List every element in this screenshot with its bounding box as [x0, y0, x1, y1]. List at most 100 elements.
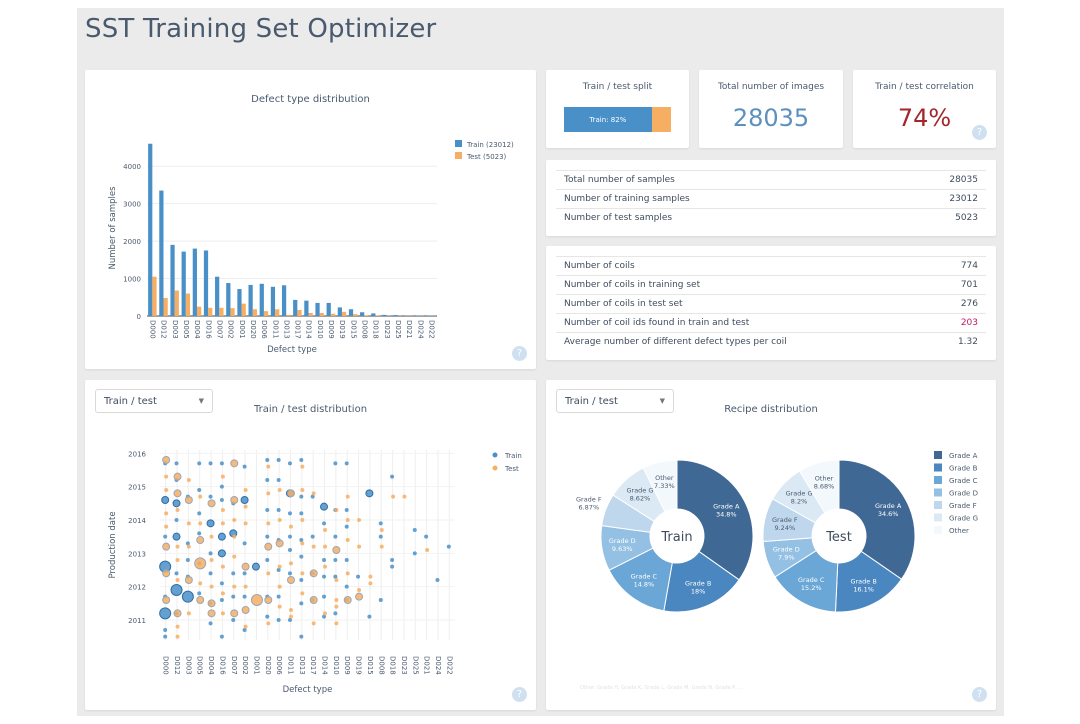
scatter-point-train [378, 521, 383, 526]
scatter-point-train [197, 488, 202, 492]
scatter-point-train [299, 601, 304, 606]
page-title: SST Training Set Optimizer [85, 14, 437, 44]
x-tick-label: D007 [216, 320, 224, 339]
scatter-point-train [412, 551, 417, 556]
x-tick-label: D004 [193, 320, 201, 339]
slice-label-value: 18% [691, 587, 705, 595]
slice-label-value: 6.87% [578, 503, 599, 511]
slice-label-value: 8.68% [814, 483, 835, 491]
scatter-point-test [162, 456, 171, 464]
scatter-point-test [220, 611, 225, 616]
split-bar: Train: 82% [564, 107, 671, 132]
scatter-point-test [266, 521, 271, 526]
legend-label: Grade A [949, 452, 978, 460]
recipe-view-dropdown[interactable]: Train / test ▼ [556, 389, 674, 413]
row-value: 5023 [955, 213, 978, 223]
scatter-point-test [220, 564, 225, 569]
scatter-point-test [175, 578, 180, 582]
legend-swatch [934, 451, 942, 459]
slice-label-name: Grade A [875, 502, 902, 510]
scatter-point-train [242, 571, 247, 576]
x-tick-label: D002 [227, 320, 235, 339]
x-tick-label: D023 [400, 656, 408, 675]
slice-label-name: Other [655, 474, 674, 482]
scatter-point-test [173, 472, 182, 481]
scatter-point-test [164, 474, 169, 479]
scatter-point-train [310, 494, 315, 499]
scatter-point-train [344, 558, 349, 562]
slice-label-value: 15.2% [801, 584, 822, 592]
y-axis-title: Production date [108, 511, 118, 578]
scatter-point-test [207, 499, 216, 508]
bar-test-D015 [353, 314, 358, 316]
scatter-point-train [208, 461, 213, 466]
x-tick-label: D006 [275, 656, 283, 675]
scatter-point-test [173, 609, 182, 618]
scatter-point-test [196, 596, 205, 604]
x-tick-label: D022 [445, 656, 453, 675]
scatter-point-test [198, 521, 203, 526]
scatter-point-train [185, 558, 190, 562]
scatter-point-train [299, 554, 304, 559]
train-test-distribution-card: Train / test ▼ Train / test distribution… [85, 380, 536, 710]
slice-label-name: Grade B [685, 579, 711, 587]
scatter-point-train [265, 478, 270, 482]
scatter-point-train [163, 634, 168, 639]
scatter-point-test [232, 534, 237, 539]
help-icon[interactable]: ? [972, 687, 987, 702]
scatter-point-train [276, 568, 281, 572]
scatter-point-test [311, 621, 316, 626]
scatter-point-train [287, 534, 292, 539]
scatter-point-test [209, 558, 214, 562]
scatter-point-test [173, 489, 182, 498]
correlation-card: Train / test correlation 74% ? [853, 70, 996, 148]
x-tick-label: D024 [434, 656, 442, 675]
bar-test-D014 [308, 313, 313, 316]
scatter-view-dropdown[interactable]: Train / test ▼ [95, 389, 213, 413]
scatter-point-train [287, 618, 292, 622]
x-tick-label: D007 [230, 656, 238, 675]
scatter-point-test [243, 624, 248, 629]
scatter-point-test [288, 524, 293, 529]
x-tick-label: D017 [294, 320, 302, 339]
scatter-point-train [344, 508, 349, 512]
help-icon[interactable]: ? [512, 687, 527, 702]
scatter-point-test [220, 508, 225, 512]
bar-train-D021 [404, 315, 409, 316]
scatter-point-test [220, 474, 225, 479]
slice-label-name: Grade C [798, 576, 825, 584]
y-tick-label: 1000 [123, 276, 141, 284]
slice-label-name: Grade C [631, 573, 658, 581]
y-axis-title: Number of samples [108, 186, 118, 270]
slice-label: Grade G8.62% [626, 487, 653, 503]
legend-label: Grade B [949, 465, 978, 473]
scatter-point-test [243, 504, 248, 509]
slice-label-name: Grade F [772, 516, 798, 524]
bar-train-D014 [304, 300, 309, 316]
x-tick-label: D010 [332, 656, 340, 675]
scatter-point-train [265, 558, 270, 562]
scatter-point-train [333, 611, 338, 616]
bar-test-D010 [319, 313, 324, 316]
scatter-point-test [309, 569, 318, 578]
bar-test-D009 [330, 313, 336, 316]
scatter-point-train [435, 578, 440, 582]
help-icon[interactable]: ? [512, 346, 527, 361]
scatter-point-test [275, 539, 284, 548]
bar-test-D016 [208, 307, 213, 316]
scatter-point-train [219, 598, 224, 602]
scatter-point-test [264, 542, 273, 551]
scatter-point-train [344, 461, 349, 466]
slice-label-name: Grade F [576, 495, 602, 503]
help-icon[interactable]: ? [972, 125, 987, 140]
x-tick-label: D013 [282, 320, 290, 339]
row-value: 23012 [949, 194, 978, 204]
scatter-point-train [265, 508, 270, 512]
scatter-point-train [219, 634, 224, 639]
scatter-point-train [299, 458, 304, 462]
split-bar-test-segment [651, 107, 671, 132]
slice-label-value: 7.33% [654, 482, 675, 490]
scatter-point-train [240, 496, 249, 504]
bar-train-D005 [181, 251, 186, 316]
scatter-point-train [367, 614, 372, 619]
